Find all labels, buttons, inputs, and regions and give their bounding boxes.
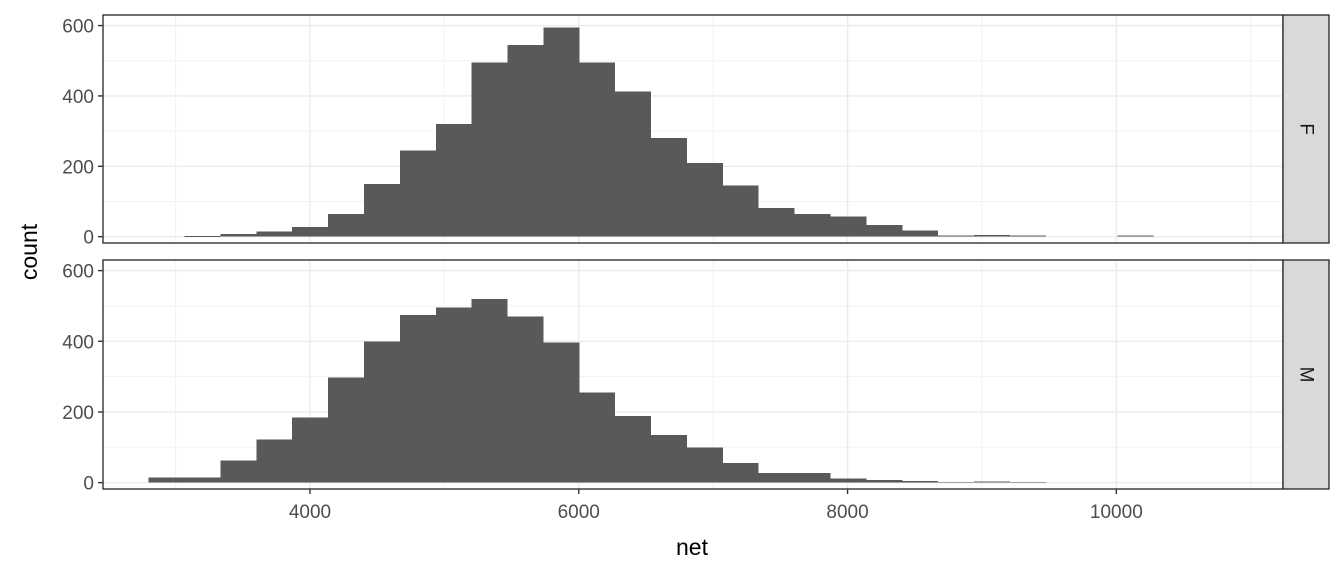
y-tick-label: 400 <box>62 332 94 353</box>
histogram-bar <box>974 481 1010 483</box>
y-tick-label: 600 <box>62 17 94 38</box>
x-tick-label: 10000 <box>1090 502 1143 523</box>
histogram-bars <box>148 27 1154 484</box>
histogram-bar <box>615 91 652 237</box>
histogram-bar <box>722 185 759 237</box>
x-tick-label: 4000 <box>289 502 331 523</box>
histogram-bar <box>758 473 795 483</box>
y-tick-label: 0 <box>83 474 94 495</box>
y-axis-title: count <box>16 223 42 280</box>
histogram-bar <box>866 225 903 237</box>
x-tick-label: 8000 <box>826 502 868 523</box>
histogram-bar <box>328 377 364 483</box>
y-tick-label: 0 <box>83 228 94 249</box>
histogram-bar <box>292 417 329 483</box>
histogram-bar <box>758 207 795 237</box>
histogram-bar <box>686 162 723 237</box>
facet-strip <box>1282 14 1330 244</box>
x-tick-label: 6000 <box>558 502 600 523</box>
histogram-bar <box>615 416 652 483</box>
histogram-bar <box>722 463 759 483</box>
histogram-bar <box>543 342 580 483</box>
histogram-bar <box>363 183 400 237</box>
histogram-bar <box>1117 235 1154 237</box>
histogram-bar <box>256 231 293 237</box>
histogram-bar <box>435 307 472 483</box>
y-tick-label: 200 <box>62 403 94 424</box>
histogram-bar <box>651 434 687 483</box>
histogram-bar <box>1009 482 1046 484</box>
histogram-bar <box>543 27 580 237</box>
histogram-bar <box>579 62 616 237</box>
histogram-bar <box>938 235 975 237</box>
histogram-bar <box>220 460 257 483</box>
histogram-bar <box>579 392 616 483</box>
histogram-bar <box>830 478 867 483</box>
histogram-bar <box>328 213 364 237</box>
facet-strips: FM <box>1282 14 1330 490</box>
histogram-bar <box>148 477 185 483</box>
histogram-bar <box>794 213 831 237</box>
y-tick-label: 600 <box>62 262 94 283</box>
panel-backgrounds <box>103 15 1283 489</box>
facet-strip <box>1282 259 1330 490</box>
facet-strip-label: F <box>1296 123 1317 135</box>
histogram-bar <box>471 62 508 237</box>
histogram-bar <box>938 481 975 483</box>
histogram-bar <box>507 44 544 237</box>
histogram-bar <box>830 216 867 237</box>
histogram-bar <box>363 341 400 483</box>
y-tick-label: 400 <box>62 87 94 108</box>
histogram-bar <box>866 479 903 483</box>
histogram-bar <box>399 314 436 483</box>
facet-strip-label: M <box>1296 367 1317 383</box>
histogram-bar <box>220 234 257 237</box>
histogram-bar <box>471 298 508 483</box>
histogram-bar <box>974 234 1010 237</box>
histogram-bar <box>435 124 472 237</box>
histogram-bar <box>184 477 221 483</box>
y-tick-label: 200 <box>62 157 94 178</box>
histogram-bar <box>507 316 544 483</box>
histogram-bar <box>256 439 293 483</box>
histogram-bar <box>184 235 221 237</box>
x-axis-title: net <box>676 534 709 560</box>
histogram-bar <box>686 447 723 483</box>
histogram-bar <box>902 230 939 237</box>
histogram-bar <box>399 150 436 237</box>
histogram-bar <box>794 473 831 483</box>
histogram-bar <box>902 480 939 483</box>
histogram-bar <box>1009 235 1046 237</box>
histogram-bar <box>292 227 329 237</box>
histogram-bar <box>651 138 687 237</box>
